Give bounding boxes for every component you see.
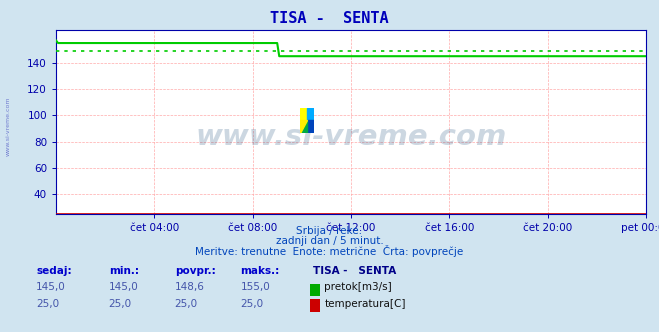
Text: 25,0: 25,0 bbox=[175, 299, 198, 309]
Bar bbox=[307, 121, 314, 133]
Text: www.si-vreme.com: www.si-vreme.com bbox=[5, 96, 11, 156]
Text: Meritve: trenutne  Enote: metrične  Črta: povprečje: Meritve: trenutne Enote: metrične Črta: … bbox=[195, 245, 464, 257]
Text: 155,0: 155,0 bbox=[241, 282, 270, 292]
Polygon shape bbox=[300, 121, 307, 133]
Polygon shape bbox=[300, 121, 307, 133]
Text: TISA -  SENTA: TISA - SENTA bbox=[270, 11, 389, 26]
Bar bbox=[307, 108, 314, 121]
Text: sedaj:: sedaj: bbox=[36, 266, 72, 276]
Text: temperatura[C]: temperatura[C] bbox=[324, 299, 406, 309]
Text: maks.:: maks.: bbox=[241, 266, 280, 276]
Text: 145,0: 145,0 bbox=[36, 282, 66, 292]
Text: 25,0: 25,0 bbox=[241, 299, 264, 309]
Text: 145,0: 145,0 bbox=[109, 282, 138, 292]
Text: min.:: min.: bbox=[109, 266, 139, 276]
Text: povpr.:: povpr.: bbox=[175, 266, 215, 276]
Bar bbox=[300, 108, 307, 121]
Text: pretok[m3/s]: pretok[m3/s] bbox=[324, 282, 392, 292]
Text: 148,6: 148,6 bbox=[175, 282, 204, 292]
Text: zadnji dan / 5 minut.: zadnji dan / 5 minut. bbox=[275, 236, 384, 246]
Text: Srbija / reke.: Srbija / reke. bbox=[297, 226, 362, 236]
Text: TISA -   SENTA: TISA - SENTA bbox=[313, 266, 396, 276]
Text: 25,0: 25,0 bbox=[36, 299, 59, 309]
Text: 25,0: 25,0 bbox=[109, 299, 132, 309]
Text: www.si-vreme.com: www.si-vreme.com bbox=[195, 123, 507, 151]
